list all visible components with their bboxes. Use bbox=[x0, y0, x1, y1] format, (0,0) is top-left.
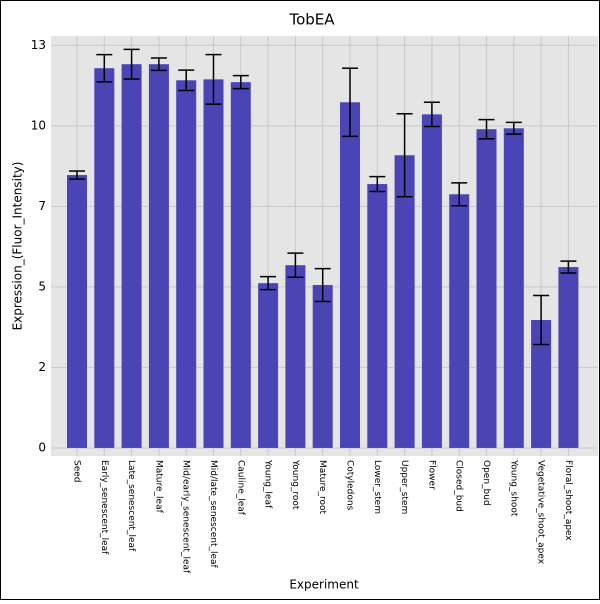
error-bar bbox=[287, 252, 304, 279]
error-bar bbox=[560, 260, 577, 274]
error-bar bbox=[150, 57, 167, 72]
bar bbox=[285, 265, 306, 448]
y-tick-label: 10 bbox=[31, 118, 46, 132]
x-tick-label: Vegetative_shoot_apex bbox=[536, 460, 546, 565]
x-tick-label: Cotyledons bbox=[345, 460, 355, 511]
y-tick-label: 13 bbox=[31, 38, 46, 52]
error-bar bbox=[396, 112, 413, 198]
bar bbox=[476, 129, 497, 448]
y-tick-label: 2 bbox=[38, 360, 46, 374]
x-tick-label: Floral_shoot_apex bbox=[563, 460, 573, 541]
bar bbox=[449, 194, 470, 448]
error-bar bbox=[533, 294, 550, 346]
bar bbox=[148, 64, 169, 448]
bar bbox=[531, 320, 552, 448]
chart-title: TobEA bbox=[288, 11, 335, 29]
error-bar bbox=[260, 275, 277, 291]
x-tick-label: Mature_leaf bbox=[153, 460, 163, 514]
error-bar bbox=[505, 121, 522, 135]
error-bar bbox=[205, 53, 222, 105]
y-tick-label: 7 bbox=[38, 199, 46, 213]
error-bar bbox=[232, 74, 249, 90]
bar bbox=[121, 64, 142, 448]
x-tick-label: Lower_stem bbox=[372, 460, 382, 514]
error-bar bbox=[96, 53, 113, 83]
error-bar bbox=[178, 69, 195, 92]
x-tick-label: Young_leaf bbox=[263, 459, 273, 509]
x-tick-label: Mature_root bbox=[317, 460, 327, 515]
error-bar bbox=[478, 118, 495, 140]
y-tick-label: 0 bbox=[38, 440, 46, 454]
error-bar bbox=[423, 101, 440, 128]
x-tick-label: Closed_bud bbox=[454, 460, 464, 512]
y-axis-label: Expression_(Fluor_Intensity) bbox=[11, 162, 25, 331]
x-tick-label: Early_senescent_leaf bbox=[99, 460, 109, 555]
x-axis-label: Experiment bbox=[289, 578, 359, 592]
x-tick-label: Cauline_leaf bbox=[235, 460, 245, 516]
x-tick-label: Seed bbox=[72, 460, 82, 483]
x-tick-label: Mid/early_senescent_leaf bbox=[181, 460, 191, 574]
bar bbox=[258, 283, 279, 448]
y-tick-label: 5 bbox=[38, 279, 46, 293]
error-bar bbox=[342, 67, 358, 138]
bar bbox=[421, 114, 442, 448]
bar bbox=[558, 267, 579, 448]
x-tick-label: Young_root bbox=[290, 459, 300, 510]
bar bbox=[67, 175, 87, 448]
bar bbox=[176, 80, 197, 448]
bar bbox=[503, 128, 524, 448]
bar bbox=[394, 155, 415, 448]
x-tick-label: Open_bud bbox=[481, 460, 491, 506]
bar bbox=[312, 285, 333, 448]
x-tick-label: Upper_stem bbox=[399, 460, 409, 514]
x-tick-label: Mid/late_senescent_leaf bbox=[208, 460, 218, 569]
error-bar bbox=[451, 182, 468, 207]
bar bbox=[340, 102, 360, 448]
bar bbox=[94, 68, 115, 448]
error-bar bbox=[69, 170, 85, 180]
error-bar bbox=[123, 48, 140, 80]
bar bbox=[230, 82, 251, 448]
x-tick-label: Young_shoot bbox=[508, 459, 518, 517]
bar bbox=[367, 184, 388, 448]
x-tick-label: Flower bbox=[426, 460, 436, 490]
error-bar bbox=[369, 175, 386, 193]
error-bar bbox=[314, 267, 331, 303]
x-tick-label: Late_senescent_leaf bbox=[126, 460, 136, 552]
bar bbox=[203, 79, 224, 448]
